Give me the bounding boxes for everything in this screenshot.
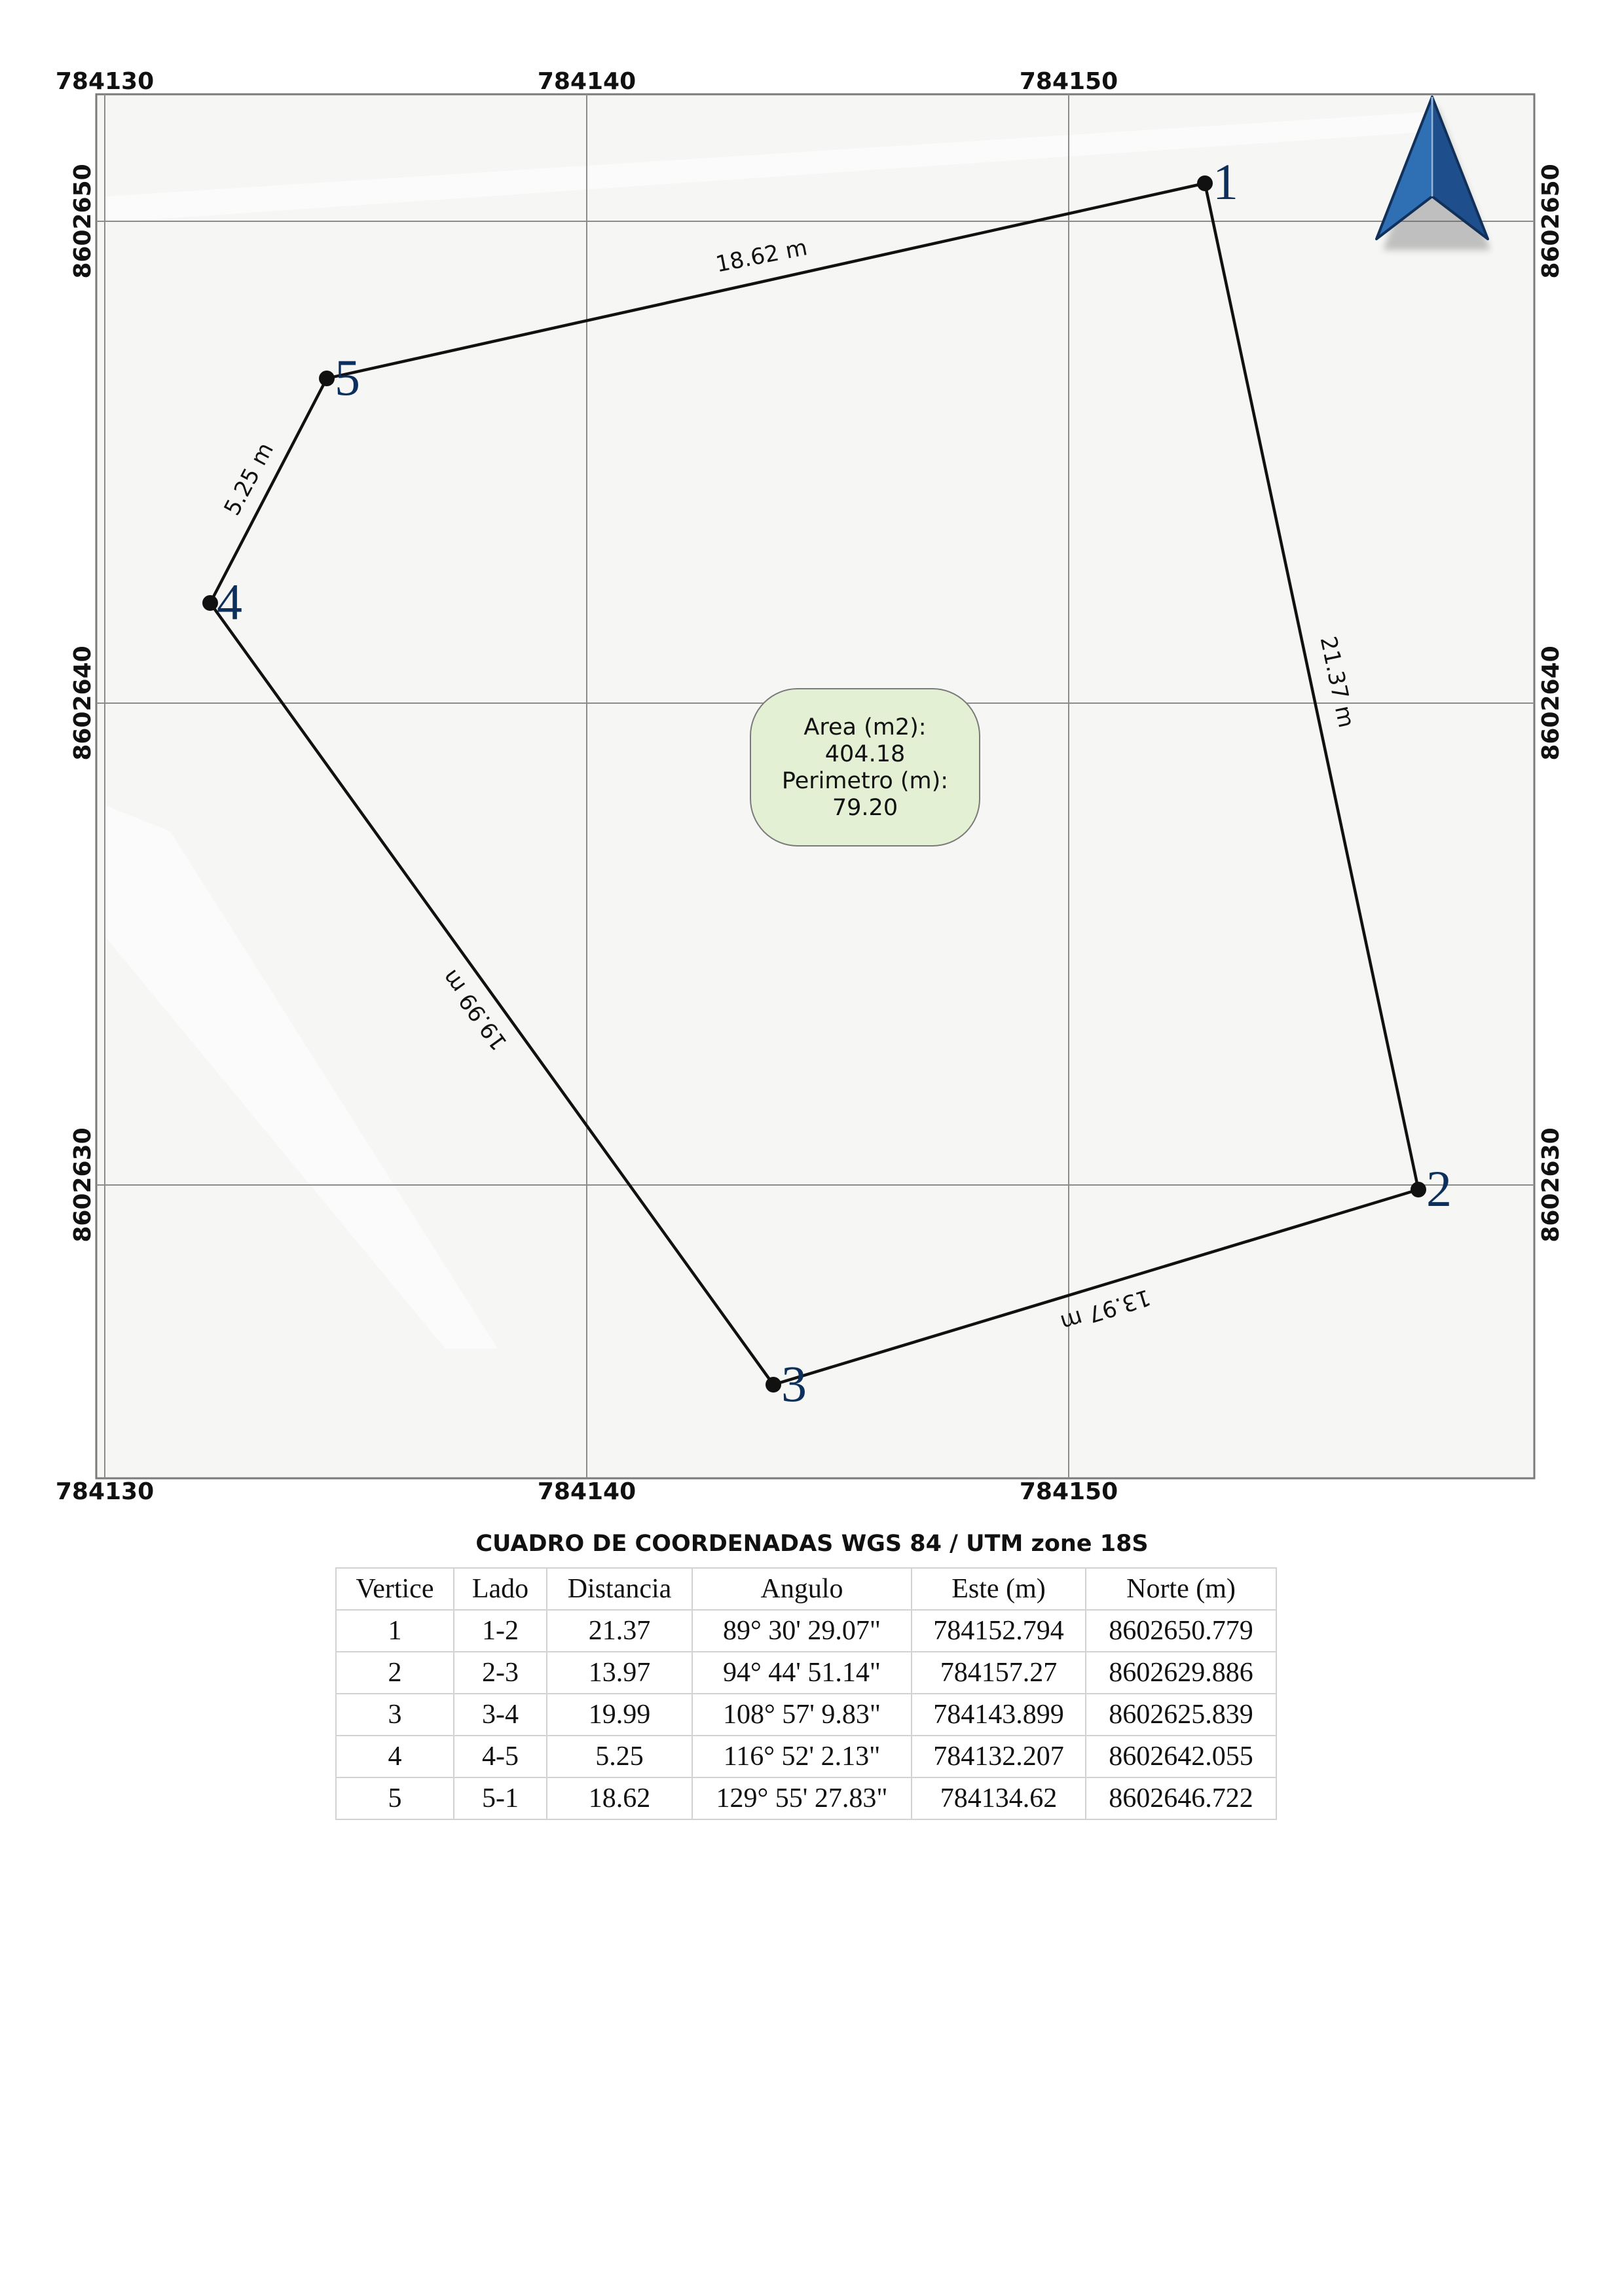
- cell-vertice: 3: [335, 1693, 454, 1736]
- grid-label-y-left-2: 8602630: [69, 1127, 96, 1242]
- grid-label-y-left-0: 8602650: [69, 164, 96, 278]
- north-arrow-icon: [1375, 96, 1490, 250]
- header-vertice: Vertice: [335, 1567, 454, 1611]
- grid-label-y-right-1: 8602640: [1538, 646, 1564, 760]
- cell-este: 784132.207: [911, 1735, 1086, 1778]
- header-distancia: Distancia: [546, 1567, 693, 1611]
- cell-angulo: 94° 44' 51.14": [692, 1651, 912, 1694]
- map-light-streak: [105, 111, 1441, 223]
- cell-distancia: 19.99: [546, 1693, 693, 1736]
- area-label: Area (m2):: [803, 714, 926, 740]
- cell-norte: 8602646.722: [1085, 1777, 1277, 1820]
- vertex-point-1: [1197, 175, 1213, 191]
- grid-label-y-right-0: 8602650: [1538, 164, 1564, 278]
- cell-distancia: 18.62: [546, 1777, 693, 1820]
- cell-distancia: 13.97: [546, 1651, 693, 1694]
- grid-label-x-bottom-2: 784150: [1020, 1478, 1118, 1505]
- cell-distancia: 21.37: [546, 1609, 693, 1652]
- grid-label-x-bottom-1: 784140: [538, 1478, 636, 1505]
- grid-label-x-top-1: 784140: [538, 68, 636, 95]
- cell-este: 784143.899: [911, 1693, 1086, 1736]
- grid-labels-top: 784130 784140 784150: [56, 68, 1118, 95]
- cell-vertice: 1: [335, 1609, 454, 1652]
- vertex-label-5: 5: [335, 349, 360, 406]
- grid-labels-bottom: 784130 784140 784150: [56, 1478, 1118, 1505]
- cell-vertice: 4: [335, 1735, 454, 1778]
- cell-este: 784134.62: [911, 1777, 1086, 1820]
- vertex-labels: 1 2 3 4 5: [217, 153, 1452, 1412]
- cell-norte: 8602642.055: [1085, 1735, 1277, 1778]
- table-row: 4 4-5 5.25 116° 52' 2.13" 784132.207 860…: [335, 1735, 1277, 1778]
- perimeter-value: 79.20: [832, 795, 898, 821]
- vertex-point-5: [319, 371, 335, 386]
- cell-angulo: 89° 30' 29.07": [692, 1609, 912, 1652]
- perimeter-label: Perimetro (m):: [782, 768, 948, 794]
- cell-lado: 1-2: [453, 1609, 547, 1652]
- vertex-point-3: [766, 1377, 781, 1393]
- vertex-label-4: 4: [217, 574, 242, 630]
- grid-label-x-top-2: 784150: [1020, 68, 1118, 95]
- cell-angulo: 116° 52' 2.13": [692, 1735, 912, 1778]
- cell-lado: 5-1: [453, 1777, 547, 1820]
- grid-label-x-top-0: 784130: [56, 68, 154, 95]
- cell-angulo: 108° 57' 9.83": [692, 1693, 912, 1736]
- cell-lado: 3-4: [453, 1693, 547, 1736]
- cell-norte: 8602629.886: [1085, 1651, 1277, 1694]
- parcel-polygon: [208, 181, 1420, 1387]
- cell-distancia: 5.25: [546, 1735, 693, 1778]
- area-callout: Area (m2): 404.18 Perimetro (m): 79.20: [750, 688, 980, 847]
- cell-vertice: 5: [335, 1777, 454, 1820]
- cell-lado: 4-5: [453, 1735, 547, 1778]
- header-este: Este (m): [911, 1567, 1086, 1611]
- cell-lado: 2-3: [453, 1651, 547, 1694]
- table-row: 5 5-1 18.62 129° 55' 27.83" 784134.62 86…: [335, 1777, 1277, 1820]
- header-norte: Norte (m): [1085, 1567, 1277, 1611]
- grid-label-x-bottom-0: 784130: [56, 1478, 154, 1505]
- cell-vertice: 2: [335, 1651, 454, 1694]
- grid-label-y-left-1: 8602640: [69, 646, 96, 760]
- vertex-points: [202, 175, 1426, 1393]
- area-value: 404.18: [825, 741, 905, 767]
- grid-label-y-right-2: 8602630: [1538, 1127, 1564, 1242]
- table-header-row: Vertice Lado Distancia Angulo Este (m) N…: [335, 1567, 1277, 1611]
- table-row: 3 3-4 19.99 108° 57' 9.83" 784143.899 86…: [335, 1693, 1277, 1736]
- cell-este: 784157.27: [911, 1651, 1086, 1694]
- cell-norte: 8602650.779: [1085, 1609, 1277, 1652]
- vertex-label-1: 1: [1213, 153, 1238, 210]
- vertex-label-3: 3: [781, 1355, 807, 1412]
- cell-este: 784152.794: [911, 1609, 1086, 1652]
- vertex-label-2: 2: [1426, 1160, 1452, 1217]
- map-light-streak: [105, 805, 498, 1349]
- table-row: 1 1-2 21.37 89° 30' 29.07" 784152.794 86…: [335, 1609, 1277, 1652]
- graticule: [96, 94, 1534, 1478]
- vertex-point-2: [1411, 1182, 1426, 1197]
- grid-labels-right: 8602650 8602640 8602630: [1538, 164, 1564, 1242]
- site-plan-map: 784130 784140 784150 784130 784140 78415…: [56, 68, 1564, 1505]
- grid-labels-left: 8602650 8602640 8602630: [69, 164, 96, 1242]
- header-angulo: Angulo: [692, 1567, 912, 1611]
- vertex-point-4: [202, 595, 218, 611]
- area-callout-box: [750, 688, 980, 847]
- table-row: 2 2-3 13.97 94° 44' 51.14" 784157.27 860…: [335, 1651, 1277, 1694]
- coordinates-table: Vertice Lado Distancia Angulo Este (m) N…: [335, 1567, 1277, 1820]
- header-lado: Lado: [453, 1567, 547, 1611]
- table-title: CUADRO DE COORDENADAS WGS 84 / UTM zone …: [475, 1531, 1149, 1557]
- cell-norte: 8602625.839: [1085, 1693, 1277, 1736]
- cell-angulo: 129° 55' 27.83": [692, 1777, 912, 1820]
